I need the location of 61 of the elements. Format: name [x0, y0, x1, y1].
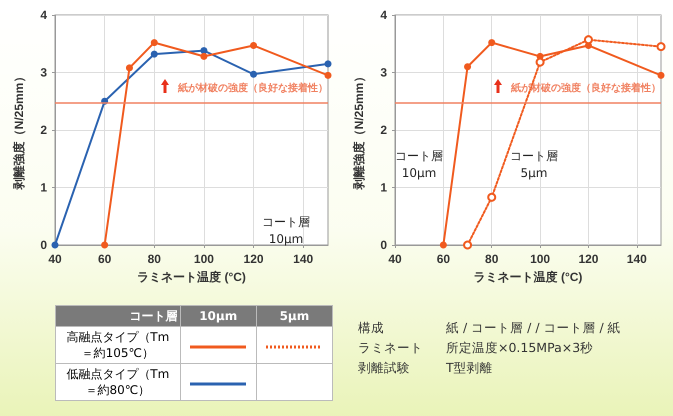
- x-tick-label: 100: [194, 252, 214, 266]
- point: [52, 242, 58, 248]
- point: [463, 240, 472, 250]
- text: ラミネート: [358, 339, 424, 357]
- annotation: コート層10μm: [262, 214, 310, 248]
- point: [440, 242, 447, 248]
- x-tick-label: 40: [388, 252, 402, 266]
- point: [250, 70, 258, 78]
- point: [200, 47, 208, 54]
- point: [656, 42, 666, 52]
- x-tick-label: 80: [485, 252, 499, 266]
- point: [101, 242, 108, 248]
- point: [658, 72, 664, 79]
- point: [150, 50, 158, 58]
- y-tick-label: 0: [380, 238, 388, 252]
- x-tick-label: 40: [48, 252, 62, 266]
- text: 高融点タイプ（Tm＝約105℃）: [65, 329, 170, 361]
- point: [487, 192, 496, 202]
- y-axis-title: 剥離強度（N/25mm）: [12, 70, 26, 190]
- x-tick-label: 120: [578, 252, 599, 266]
- x-tick-label: 100: [530, 252, 550, 266]
- x-tick-label: 140: [626, 252, 648, 266]
- point: [126, 64, 133, 72]
- text: 剥離試験: [358, 359, 411, 377]
- text: 10μm: [180, 306, 256, 326]
- point: [150, 39, 158, 46]
- x-tick-label: 60: [98, 252, 112, 266]
- point: [464, 63, 472, 70]
- text: 所定温度×0.15MPa×3秒: [446, 339, 594, 357]
- ref-line-label: 紙が材破の強度（良好な接着性）: [177, 82, 328, 94]
- x-tick-label: 120: [244, 252, 264, 266]
- y-tick-label: 2: [40, 123, 48, 137]
- x-tick-label: 140: [293, 252, 314, 266]
- annotation: コート層5μm: [510, 148, 558, 182]
- x-axis-title: ラミネート温度 (°C): [474, 270, 582, 284]
- text: コート層: [56, 306, 180, 326]
- y-tick-label: 3: [40, 66, 48, 80]
- y-tick-label: 3: [380, 66, 388, 80]
- point: [200, 52, 208, 60]
- text: 低融点タイプ（Tm＝約80℃）: [65, 366, 170, 398]
- x-axis-title: ラミネート温度 (°C): [137, 270, 246, 284]
- y-tick-label: 4: [40, 8, 48, 22]
- point: [250, 42, 258, 49]
- y-tick-label: 0: [40, 238, 48, 252]
- x-tick-label: 60: [436, 252, 450, 266]
- y-tick-label: 2: [380, 123, 388, 137]
- point: [536, 58, 545, 67]
- y-tick-label: 1: [380, 180, 388, 194]
- x-tick-label: 80: [148, 252, 162, 266]
- point: [324, 72, 332, 79]
- annotation: コート層10μm: [395, 148, 443, 182]
- y-tick-label: 1: [40, 180, 48, 194]
- y-tick-label: 4: [380, 8, 388, 22]
- text: 紙 / コート層 / / コート層 / 紙: [446, 319, 621, 337]
- text: T型剥離: [446, 359, 493, 377]
- text: 構成: [358, 319, 385, 337]
- point: [584, 35, 593, 44]
- y-axis-title: 剥離強度（N/25mm）: [352, 70, 366, 190]
- text: 5μm: [256, 306, 332, 326]
- point: [324, 60, 332, 68]
- point: [488, 39, 496, 46]
